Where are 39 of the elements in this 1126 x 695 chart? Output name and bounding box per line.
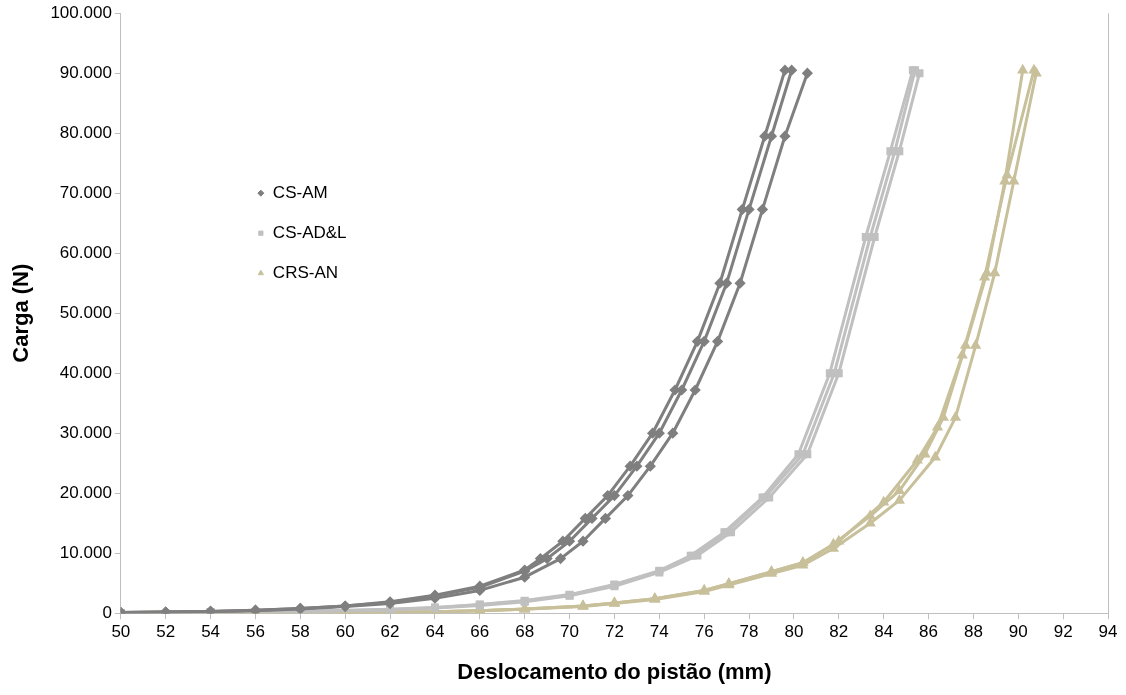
y-tick-label: 0 [102, 602, 112, 622]
y-tick-label: 40.000 [59, 362, 112, 382]
y-tick-label: 10.000 [59, 542, 112, 562]
x-tick-label: 68 [515, 622, 535, 642]
x-tick-label: 90 [1008, 622, 1028, 642]
x-tick-label: 56 [246, 622, 265, 642]
x-tick-label: 72 [604, 622, 624, 642]
legend-label: CRS-AN [272, 262, 339, 282]
y-tick-label: 100.000 [50, 2, 112, 22]
x-tick-label: 94 [1098, 622, 1118, 642]
x-tick-label: 76 [694, 622, 714, 642]
x-tick-label: 80 [784, 622, 804, 642]
x-tick-label: 86 [919, 622, 938, 642]
x-tick-label: 62 [380, 622, 400, 642]
y-tick-label: 20.000 [59, 482, 112, 502]
y-tick-label: 30.000 [59, 422, 112, 442]
x-tick-label: 74 [649, 622, 669, 642]
x-tick-label: 52 [156, 622, 176, 642]
x-tick-label: 58 [290, 622, 310, 642]
y-axis-title: Carga (N) [8, 263, 34, 363]
x-axis-title: Deslocamento do pistão (mm) [457, 658, 772, 684]
y-tick-label: 80.000 [59, 122, 112, 142]
x-tick-label: 54 [201, 622, 221, 642]
y-tick-label: 50.000 [59, 302, 112, 322]
x-tick-label: 88 [963, 622, 983, 642]
legend-label: CS-AD&L [272, 222, 347, 242]
x-tick-label: 60 [335, 622, 355, 642]
x-tick-label: 82 [829, 622, 849, 642]
x-tick-label: 78 [739, 622, 759, 642]
y-tick-label: 60.000 [59, 242, 112, 262]
y-tick-label: 90.000 [59, 62, 112, 82]
x-tick-label: 64 [425, 622, 445, 642]
x-tick-label: 84 [874, 622, 894, 642]
y-tick-label: 70.000 [59, 182, 112, 202]
x-tick-label: 70 [560, 622, 580, 642]
x-tick-label: 92 [1053, 622, 1073, 642]
x-tick-label: 50 [111, 622, 131, 642]
x-tick-label: 66 [470, 622, 490, 642]
legend-label: CS-AM [272, 182, 328, 202]
